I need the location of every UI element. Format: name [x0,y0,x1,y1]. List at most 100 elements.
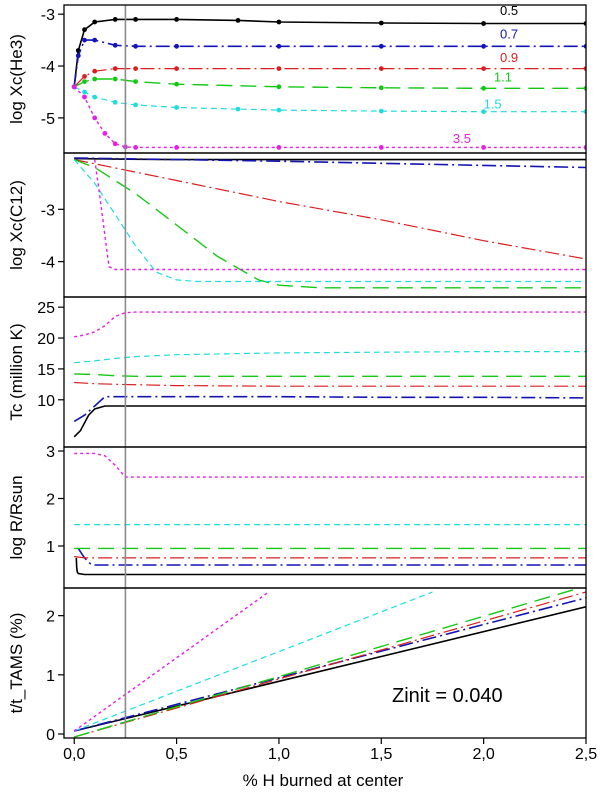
x-tick-label: 1,5 [370,746,392,763]
panel-time: 2 1 0 t/t_TAMS (%) [7,587,587,744]
y-tick-label: 15 [37,362,55,379]
data-point-he3-m1.5 [235,106,241,112]
y-tick-label: 2 [46,492,55,509]
data-point-he3-m0.7 [276,43,282,49]
data-point-he3-m3.5 [112,141,118,147]
data-point-he3-m0.7 [174,43,180,49]
series-label-m1.5: 1.5 [484,97,502,112]
data-point-he3-m0.9 [92,68,98,74]
panel-c12: -3 -4 log Xc(C12) [7,152,587,298]
data-point-he3-m1.1 [481,85,486,91]
x-tick-label: 2,0 [473,746,495,763]
series-line-c12-m0.9 [74,159,586,260]
data-point-he3-m0.9 [174,66,180,71]
data-point-he3-m1.1 [276,84,282,90]
y-axis-label-he3: log Xc(He3) [7,34,26,124]
series-label-m0.7: 0.7 [500,27,518,42]
x-tick-label: 1,0 [268,746,290,763]
data-point-he3-m0.5 [235,18,241,23]
data-point-he3-m0.5 [481,21,486,26]
data-point-he3-m0.5 [82,27,87,33]
series-line-tc-m0.5 [73,405,586,438]
series-line-radius-m0.7 [77,547,586,566]
data-point-he3-m1.5 [133,102,139,108]
x-axis-label: % H burned at center [243,771,404,790]
data-point-he3-m0.7 [92,37,98,43]
series-line-he3-m1.5 [73,86,586,113]
data-point-he3-m1.5 [174,105,180,110]
panel-radius: 3 2 1 log R/Rsun [7,444,587,589]
data-point-he3-m3.5 [92,115,98,121]
series-line-tc-m1.5 [74,351,586,364]
y-tick-label: 20 [37,331,55,348]
panel-frame [63,587,587,739]
x-tick-label: 0,0 [63,746,85,763]
data-point-he3-m1.1 [378,85,384,91]
data-point-he3-m1.1 [112,76,118,82]
series-line-time-m3.5 [73,591,270,732]
data-point-he3-m0.5 [112,17,118,22]
data-point-he3-m3.5 [82,94,87,100]
data-point-he3-m0.9 [133,66,139,71]
data-point-he3-m3.5 [133,145,139,150]
panel-frame [63,446,587,589]
series-line-time-m0.9 [74,591,586,738]
y-axis-label-radius: log R/Rsun [7,475,26,559]
data-point-he3-m1.5 [276,107,282,113]
data-point-he3-m3.5 [276,145,282,150]
data-point-he3-m1.5 [378,108,384,114]
series-line-radius-m3.5 [74,452,586,478]
series-line-c12-m1.5 [73,159,586,283]
series-line-c12-m1.1 [73,158,586,289]
data-point-he3-m0.7 [82,37,87,43]
x-axis: 0,0 0,5 1,0 1,5 2,0 2,5 [63,738,597,763]
series-line-c12-m3.5 [94,159,586,271]
series-line-tc-m0.9 [74,381,586,387]
series-group-c12 [73,157,586,289]
series-group-he3 [71,17,586,150]
data-point-he3-m1.5 [82,89,87,95]
data-point-he3-m1.5 [112,99,118,105]
data-point-he3-m3.5 [174,145,180,150]
panel-tc: 25 20 15 10 Tc (million K) [7,296,587,448]
data-point-he3-m0.7 [112,42,118,48]
series-label-m3.5: 3.5 [453,131,471,146]
data-point-he3-m1.1 [174,81,180,87]
data-point-he3-m0.5 [133,17,139,22]
zinit-annotation: Zinit = 0.040 [392,685,503,707]
y-tick-label: 0 [46,727,55,744]
data-point-he3-m0.9 [378,66,384,71]
y-axis-label-tc: Tc (million K) [7,323,26,420]
y-tick-label: -3 [41,202,55,219]
series-line-c12-m0.5 [74,157,586,161]
series-line-radius-m0.9 [74,555,586,559]
data-point-he3-m1.1 [92,76,98,82]
data-point-he3-m0.9 [82,74,87,79]
series-label-m0.9: 0.9 [500,50,518,65]
y-tick-label: -4 [41,255,55,272]
data-point-he3-m0.9 [481,66,486,71]
data-point-he3-m0.5 [276,19,282,25]
series-line-radius-m0.5 [75,557,586,576]
series-label-m1.1: 1.1 [494,70,512,85]
data-point-he3-m0.5 [174,17,180,22]
data-point-he3-m3.5 [481,145,486,150]
series-line-he3-m3.5 [73,86,586,149]
data-point-he3-m1.5 [92,94,98,100]
data-point-he3-m1.5 [481,109,486,115]
series-line-time-m0.5 [74,606,586,732]
series-line-he3-m1.1 [73,78,586,90]
series-group-radius [74,452,586,576]
y-axis-label-c12: log Xc(C12) [7,180,26,270]
panel-frame [63,152,587,298]
series-line-he3-m0.5 [73,18,586,87]
data-point-he3-m0.7 [75,53,81,59]
y-tick-label: 10 [37,393,55,410]
series-line-c12-m0.7 [74,157,586,169]
data-point-he3-m0.5 [378,20,384,26]
panels: 0.5 0.7 0.9 1.1 1.5 3.5 -3 -4 -5 log Xc(He3) -3 -4 l… [7,3,587,744]
series-group-time [73,588,586,738]
y-axis-label-time: t/t_TAMS (%) [7,613,26,714]
data-point-he3-m0.7 [378,43,384,49]
y-tick-label: 2 [46,609,55,626]
